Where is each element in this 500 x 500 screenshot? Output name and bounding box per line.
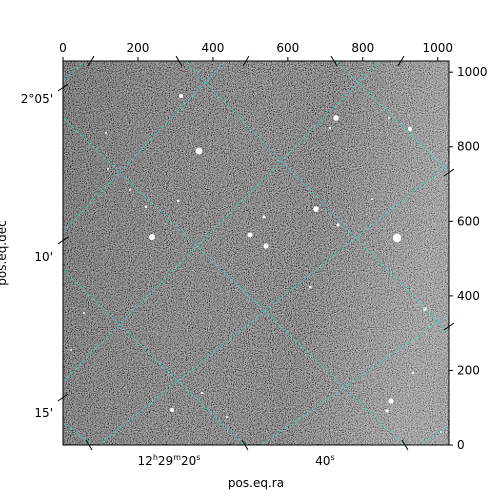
dec-tick-left-3	[57, 393, 69, 402]
ra-tick-top-2	[330, 55, 338, 67]
x-pixel-tick-label: 1000	[422, 41, 453, 55]
dec-tick-left-2	[57, 236, 69, 245]
dec-tick-left-1	[57, 83, 69, 92]
ra-tick-label: 12h29m20s	[138, 453, 201, 468]
y-pixel-tick-label: 600	[457, 214, 480, 228]
dec-tick-label: 10'	[34, 250, 53, 264]
ra-tick-top-1	[175, 55, 183, 67]
x-pixel-tick-label: 0	[59, 41, 67, 55]
dec-tick-top-2	[242, 55, 250, 67]
dec-tick-top-1	[87, 55, 95, 67]
dec-tick-label: 2°05'	[21, 92, 53, 106]
y-pixel-tick-label: 1000	[457, 65, 488, 79]
ra-tick-right-2	[443, 322, 455, 331]
y-axis-label: pos.eq.dec	[0, 220, 9, 285]
pixel-axis-ticks: 0 200 400 600 800 1000 0 200 400 600 800 1000	[59, 41, 487, 452]
x-pixel-tick-label: 800	[351, 41, 374, 55]
x-axis-label: pos.eq.ra	[228, 476, 284, 490]
x-pixel-tick-label: 400	[201, 41, 224, 55]
coordinate-grid	[63, 61, 449, 445]
y-pixel-tick-label: 400	[457, 289, 480, 303]
dec-tick-label: 15'	[34, 406, 53, 420]
ra-tick-bottom-3	[401, 439, 409, 451]
ra-tick-label: 40s	[315, 453, 334, 468]
stars	[70, 94, 442, 433]
y-pixel-tick-label: 800	[457, 140, 480, 154]
x-pixel-tick-label: 600	[276, 41, 299, 55]
sky-image	[63, 61, 449, 445]
y-pixel-tick-label: 200	[457, 363, 480, 377]
plot-frame	[62, 60, 450, 446]
dec-tick-top-3	[397, 55, 405, 67]
ra-tick-right-1	[443, 168, 455, 177]
x-pixel-tick-label: 200	[126, 41, 149, 55]
ra-tick-bottom-1	[85, 439, 93, 451]
y-pixel-tick-label: 0	[457, 438, 465, 452]
ra-tick-bottom-2	[241, 439, 249, 451]
world-axis-ticks	[57, 55, 455, 451]
